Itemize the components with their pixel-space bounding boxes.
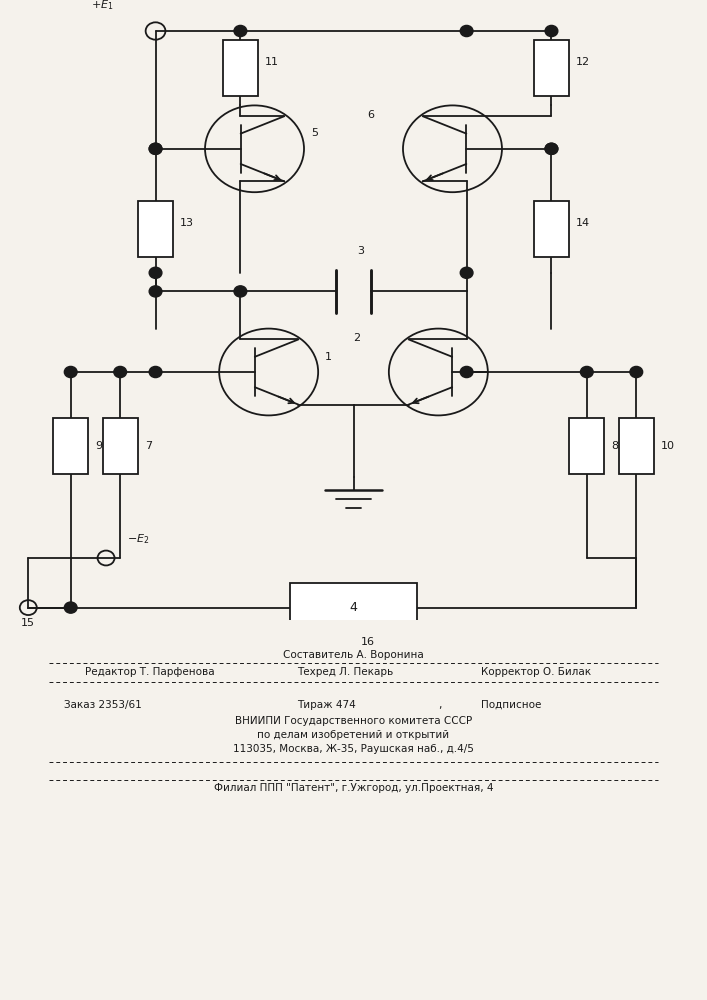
Text: 7: 7 (145, 441, 152, 451)
Text: 5: 5 (311, 128, 318, 138)
Bar (569, 418, 604, 474)
Bar (534, 202, 569, 257)
Text: $+E_1$: $+E_1$ (90, 0, 113, 12)
Bar (103, 418, 138, 474)
Text: Заказ 2353/61: Заказ 2353/61 (64, 700, 141, 710)
Text: Подписное: Подписное (481, 700, 541, 710)
Text: Редактор Т. Парфенова: Редактор Т. Парфенова (85, 667, 214, 677)
Bar (53, 418, 88, 474)
Text: 12: 12 (576, 57, 590, 67)
Circle shape (460, 267, 473, 278)
Text: Корректор О. Билак: Корректор О. Билак (481, 667, 591, 677)
Circle shape (149, 366, 162, 378)
Text: 9: 9 (95, 441, 103, 451)
Circle shape (234, 286, 247, 297)
Circle shape (460, 25, 473, 37)
Circle shape (64, 366, 77, 378)
Bar (290, 583, 417, 632)
Text: 6: 6 (368, 110, 375, 120)
Circle shape (149, 267, 162, 278)
Text: Филиал ППП "Патент", г.Ужгород, ул.Проектная, 4: Филиал ППП "Патент", г.Ужгород, ул.Проек… (214, 783, 493, 793)
Text: 16: 16 (361, 637, 375, 647)
Text: 8: 8 (612, 441, 619, 451)
Text: 10: 10 (661, 441, 675, 451)
Text: 14: 14 (576, 218, 590, 228)
Bar (619, 418, 654, 474)
Text: 113035, Москва, Ж-35, Раушская наб., д.4/5: 113035, Москва, Ж-35, Раушская наб., д.4… (233, 744, 474, 754)
Circle shape (580, 366, 593, 378)
Circle shape (545, 143, 558, 154)
Circle shape (149, 143, 162, 154)
Circle shape (149, 286, 162, 297)
Bar (223, 40, 258, 96)
Text: 11: 11 (265, 57, 279, 67)
Text: 15: 15 (21, 618, 35, 628)
Text: Составитель А. Воронина: Составитель А. Воронина (283, 650, 424, 660)
Text: ВНИИПИ Государственного комитета СССР: ВНИИПИ Государственного комитета СССР (235, 716, 472, 726)
Text: Тираж 474: Тираж 474 (297, 700, 356, 710)
Circle shape (460, 366, 473, 378)
Bar (534, 40, 569, 96)
Text: 4: 4 (349, 601, 358, 614)
Circle shape (149, 143, 162, 154)
Text: ,: , (438, 700, 442, 710)
Circle shape (630, 366, 643, 378)
Circle shape (545, 143, 558, 154)
Text: Техред Л. Пекарь: Техред Л. Пекарь (297, 667, 393, 677)
Text: 1: 1 (325, 352, 332, 362)
Text: 2: 2 (354, 333, 361, 343)
Text: 3: 3 (357, 246, 364, 256)
Text: 13: 13 (180, 218, 194, 228)
Bar (138, 202, 173, 257)
Circle shape (234, 25, 247, 37)
Circle shape (114, 366, 127, 378)
Text: по делам изобретений и открытий: по делам изобретений и открытий (257, 730, 450, 740)
Circle shape (545, 25, 558, 37)
Text: $-E_2$: $-E_2$ (127, 532, 150, 546)
Circle shape (64, 602, 77, 613)
